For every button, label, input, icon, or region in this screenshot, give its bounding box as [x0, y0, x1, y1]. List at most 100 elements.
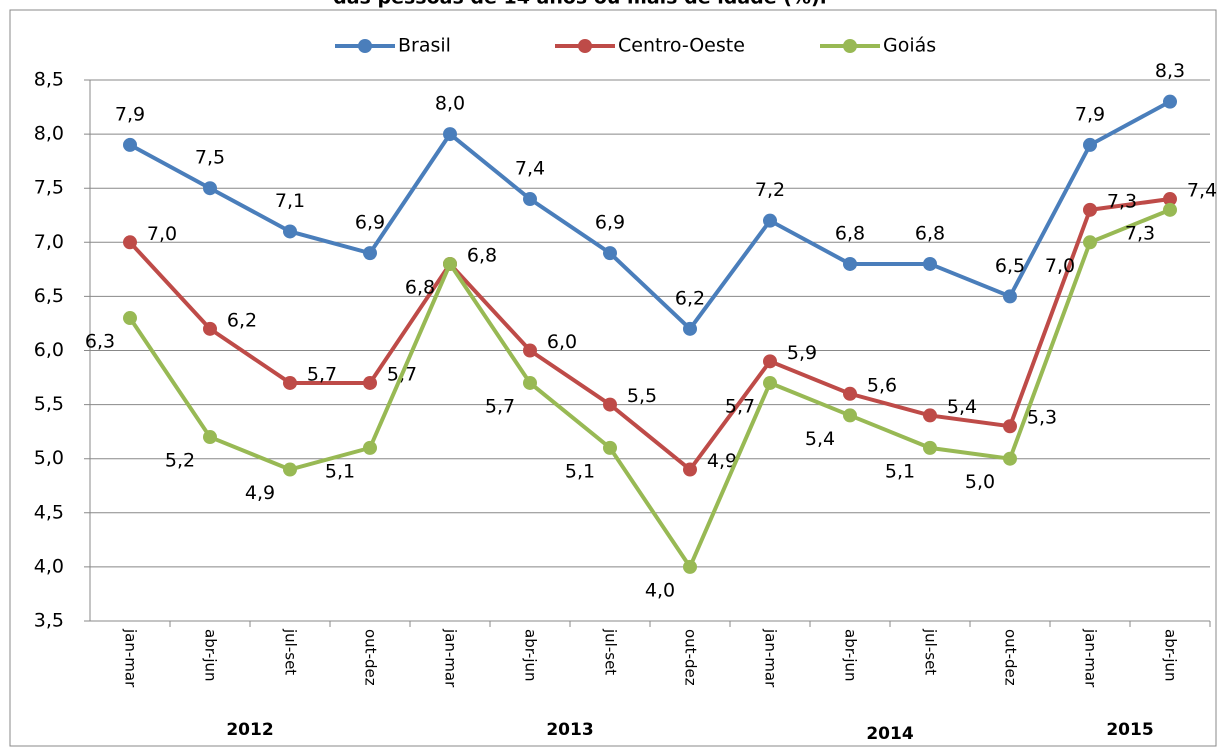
data-label: 6,8 [405, 276, 435, 298]
data-point [523, 375, 537, 390]
data-point [283, 224, 297, 239]
data-point [1163, 202, 1177, 217]
data-point [843, 408, 857, 423]
y-tick-label: 5,5 [34, 393, 64, 415]
data-point [683, 462, 697, 477]
series-line [129, 99, 1171, 332]
data-label: 7,4 [1187, 180, 1217, 202]
data-point [763, 213, 777, 228]
y-tick-label: 5,0 [34, 447, 64, 469]
data-point [123, 137, 137, 152]
data-point [363, 246, 377, 261]
x-tick-label: jul-set [602, 628, 620, 675]
data-label: 4,9 [707, 450, 737, 472]
data-label: 7,0 [147, 223, 177, 245]
data-label: 5,7 [725, 395, 755, 417]
data-label: 6,2 [227, 309, 257, 331]
data-point [683, 559, 697, 574]
legend-label: Centro-Oeste [618, 35, 745, 57]
data-point [843, 256, 857, 271]
chart-border [9, 9, 1217, 747]
data-label: 5,4 [947, 396, 977, 418]
x-group-label: 2014 [866, 724, 913, 744]
y-tick-label: 3,5 [34, 610, 64, 632]
data-label: 6,8 [467, 244, 497, 266]
x-tick-label: abr-jun [1162, 629, 1180, 682]
data-label: 7,1 [275, 190, 305, 212]
data-label: 6,5 [995, 255, 1025, 277]
data-point [123, 311, 137, 326]
y-tick-label: 6,0 [34, 339, 64, 361]
y-tick-label: 7,0 [34, 231, 64, 253]
x-tick-label: jul-set [282, 628, 300, 675]
data-point [923, 440, 937, 455]
legend-label: Goiás [883, 35, 936, 57]
y-tick-label: 4,5 [34, 501, 64, 523]
data-point [1163, 192, 1177, 207]
x-tick-label: out-dez [362, 629, 380, 686]
data-point [843, 386, 857, 401]
data-point [123, 235, 137, 250]
data-label: 5,2 [165, 450, 195, 472]
data-point [1003, 289, 1017, 304]
data-point [763, 354, 777, 369]
data-point [923, 256, 937, 271]
data-point [1003, 451, 1017, 466]
data-point [923, 408, 937, 423]
data-point [283, 375, 297, 390]
data-label: 5,3 [1027, 407, 1057, 429]
x-group-label: 2015 [1106, 720, 1153, 740]
chart-title: das pessoas de 14 anos ou mais de idade … [333, 0, 827, 9]
data-label: 6,9 [355, 212, 385, 234]
y-tick-label: 6,5 [34, 285, 64, 307]
data-label: 5,7 [307, 363, 337, 385]
legend-swatch [358, 39, 372, 53]
data-point [363, 375, 377, 390]
data-point [1163, 94, 1177, 109]
data-point [1003, 419, 1017, 434]
data-label: 6,0 [547, 331, 577, 353]
data-label: 6,9 [595, 212, 625, 234]
data-point [603, 246, 617, 261]
data-label: 7,0 [1045, 255, 1075, 277]
data-point [443, 256, 457, 271]
x-tick-label: abr-jun [522, 629, 540, 682]
data-label: 5,4 [805, 428, 835, 450]
data-label: 5,1 [885, 460, 915, 482]
x-tick-label: abr-jun [202, 629, 220, 682]
data-label: 7,9 [1075, 103, 1105, 125]
data-label: 7,3 [1125, 222, 1155, 244]
x-tick-label: jul-set [922, 628, 940, 675]
data-label: 5,5 [627, 385, 657, 407]
data-label: 5,7 [485, 395, 515, 417]
data-label: 7,9 [115, 103, 145, 125]
data-point [683, 321, 697, 336]
data-label: 4,9 [245, 482, 275, 504]
data-label: 7,4 [515, 158, 545, 180]
data-point [203, 181, 217, 196]
data-label: 5,1 [565, 460, 595, 482]
data-label: 5,6 [867, 374, 897, 396]
legend-swatch [843, 39, 857, 53]
data-point [443, 127, 457, 142]
data-label: 5,0 [965, 471, 995, 493]
series-line [128, 207, 1171, 572]
data-label: 8,3 [1155, 60, 1185, 82]
data-point [1083, 137, 1097, 152]
data-label: 8,0 [435, 93, 465, 115]
data-point [603, 397, 617, 412]
data-point [1083, 235, 1097, 250]
data-label: 4,0 [645, 579, 675, 601]
data-label: 5,1 [325, 460, 355, 482]
y-tick-label: 7,5 [34, 177, 64, 199]
data-label: 7,5 [195, 147, 225, 169]
data-point [603, 440, 617, 455]
data-point [523, 343, 537, 358]
data-point [1083, 202, 1097, 217]
x-tick-label: jan-mar [1082, 628, 1100, 688]
x-tick-label: abr-jun [842, 629, 860, 682]
data-point [283, 462, 297, 477]
data-label: 7,2 [755, 179, 785, 201]
